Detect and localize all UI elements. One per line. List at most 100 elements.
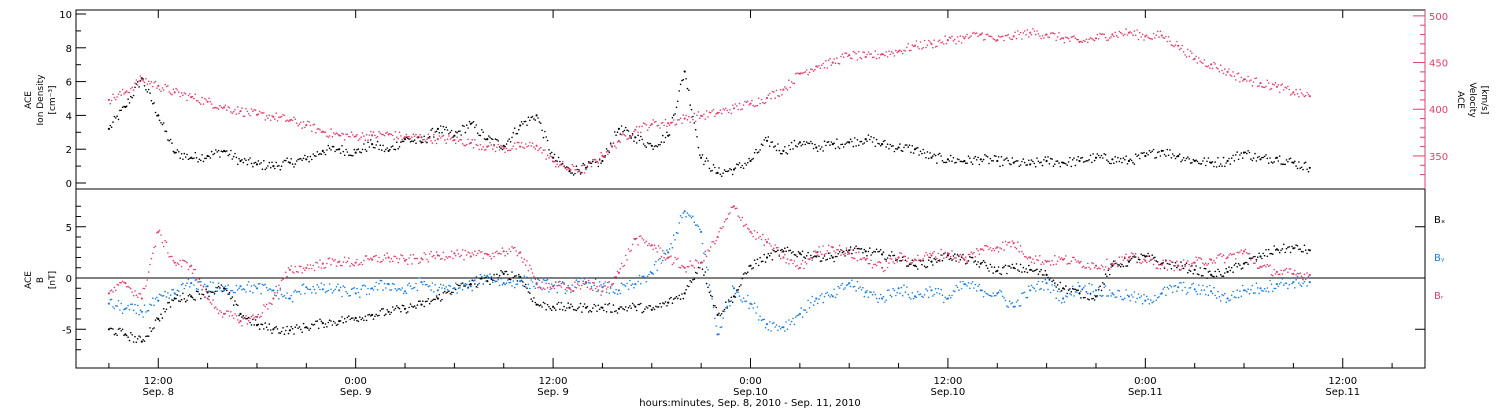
velocity-scatter-dot [1246,80,1248,82]
by-scatter-dot [1241,284,1244,287]
by-scatter-dot [545,279,547,282]
velocity-scatter-dot [800,72,802,74]
by-scatter-dot [260,292,262,295]
density-scatter-dot [932,155,934,157]
velocity-scatter-dot [836,57,838,59]
bz-scatter-dot [224,312,227,315]
velocity-scatter-dot [1280,84,1282,86]
by-scatter-dot [301,284,304,287]
by-scatter-dot [796,314,798,317]
density-scatter-dot [1087,160,1089,162]
by-scatter-dot [1288,283,1291,286]
velocity-scatter-dot [1252,81,1255,83]
bz-scatter-dot [756,231,759,234]
by-scatter-dot [1106,295,1108,297]
bz-scatter-dot [213,307,216,309]
velocity-scatter-dot [964,35,967,38]
bx-scatter-dot [908,263,911,266]
density-scatter-dot [1213,165,1215,168]
density-point [798,141,802,144]
bz-point [239,320,242,323]
bx-scatter-dot [164,310,166,313]
bz-point [601,290,604,293]
bx-scatter-dot [741,277,744,280]
bx-scatter-dot [300,328,302,331]
bz-scatter-dot [816,254,819,256]
velocity-scatter-dot [448,135,450,137]
velocity-scatter-dot [623,134,626,136]
bx-scatter-dot [400,310,402,313]
by-scatter-dot [988,294,990,297]
density-scatter-dot [830,141,833,143]
bz-scatter-dot [549,286,552,288]
bx-point [946,254,950,257]
velocity-scatter-dot [1180,47,1182,50]
bz-scatter-dot [999,247,1001,249]
by-scatter-dot [982,296,985,298]
by-scatter-dot [1218,296,1221,298]
by-scatter-dot [951,294,953,297]
density-scatter-dot [183,152,186,155]
bz-scatter-dot [1306,272,1308,274]
density-scatter-dot [235,156,238,159]
by-scatter-dot [221,285,224,288]
density-scatter-dot [1202,160,1204,162]
bx-scatter-dot [888,254,890,257]
bx-scatter-dot [855,245,857,247]
bx-scatter-dot [386,309,389,311]
bz-scatter-dot [755,238,757,240]
bx-scatter-dot [348,315,350,317]
by-scatter-dot [737,291,739,294]
bx-scatter-dot [974,260,977,262]
density-scatter-dot [959,160,962,163]
bz-scatter-dot [306,264,309,266]
bz-scatter-dot [855,251,857,254]
by-scatter-dot [224,285,227,288]
bz-scatter-dot [882,270,885,273]
by-scatter-dot [427,285,430,288]
density-scatter-dot [631,132,634,135]
velocity-scatter-dot [158,88,161,91]
bz-scatter-dot [1033,262,1036,264]
density-scatter-dot [884,139,886,142]
bz-scatter-dot [1214,262,1216,264]
density-scatter-dot [1215,166,1218,168]
density-point [420,141,423,144]
bx-scatter-dot [890,251,893,253]
by-scatter-dot [640,282,642,285]
bx-scatter-dot [1169,263,1171,266]
bx-scatter-dot [175,297,177,300]
by-scatter-dot [1152,300,1155,303]
velocity-scatter-dot [210,103,213,105]
bx-scatter-dot [925,266,927,269]
bx-scatter-dot [999,272,1001,275]
bz-scatter-dot [789,259,792,261]
by-scatter-dot [663,252,665,254]
bz-scatter-dot [875,264,878,267]
velocity-scatter-dot [172,88,175,91]
bz-scatter-dot [219,310,221,312]
velocity-scatter-dot [781,94,783,96]
bz-scatter-dot [210,303,213,305]
bx-scatter-dot [777,249,779,251]
velocity-scatter-dot [327,136,330,138]
by-scatter-dot [128,308,131,311]
by-scatter-dot [228,293,231,296]
density-scatter-dot [158,119,161,122]
velocity-scatter-dot [981,32,983,34]
density-scatter-dot [1266,157,1269,160]
by-scatter-dot [943,301,945,304]
bx-scatter-dot [663,302,665,305]
velocity-scatter-dot [293,116,295,119]
bx-scatter-dot [1224,272,1226,274]
bz-scatter-dot [232,317,235,320]
velocity-scatter-dot [290,118,293,121]
bx-scatter-dot [685,288,687,291]
bz-scatter-dot [237,319,239,321]
by-scatter-dot [375,281,378,284]
density-scatter-dot [557,156,560,159]
by-scatter-dot [1299,284,1301,286]
bx-scatter-dot [1285,247,1288,250]
velocity-scatter-dot [397,138,400,140]
density-scatter-dot [121,106,124,109]
